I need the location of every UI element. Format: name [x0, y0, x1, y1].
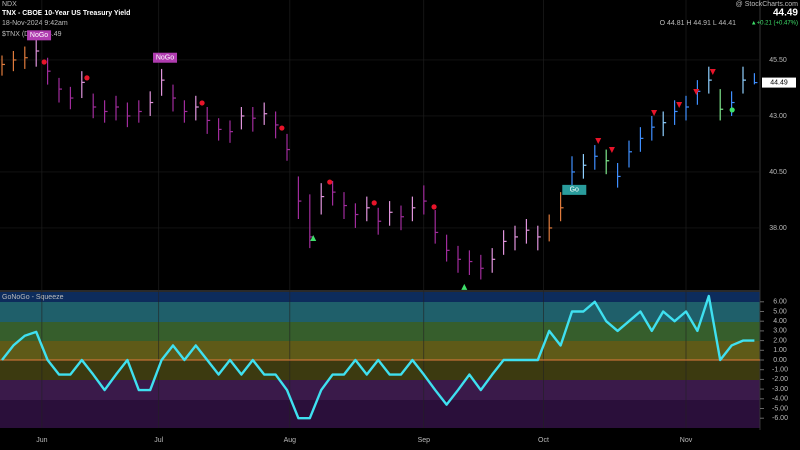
band	[0, 322, 760, 341]
annotation-box	[153, 52, 178, 63]
signal-triangle	[595, 138, 602, 145]
band	[0, 360, 760, 380]
osc-line	[1, 294, 755, 420]
signal-dot	[279, 125, 285, 131]
y-tick-label: 38.00	[769, 225, 787, 232]
y-tick-label: 3.00	[773, 328, 787, 335]
y-tick-label: -4.00	[772, 396, 788, 403]
y-tick-label: 40.50	[769, 169, 787, 176]
x-tick-label: Aug	[284, 437, 297, 444]
signal-dot	[41, 59, 47, 65]
ohl: O 44.81 H 44.91 L 44.41	[660, 20, 737, 27]
y-tick-label: 6.00	[773, 299, 787, 306]
osc-bands	[0, 292, 760, 428]
band	[0, 292, 760, 302]
annotation: NoGo	[30, 32, 48, 39]
signal-triangle	[676, 101, 683, 108]
annotation: Go	[570, 187, 579, 194]
x-tick-label: Oct	[538, 437, 549, 444]
y-tick-label: -2.00	[772, 376, 788, 383]
y-tick-label: 1.00	[773, 347, 787, 354]
annotation-box	[27, 30, 52, 41]
signal-triangle	[693, 88, 700, 95]
last-value: 44.49	[770, 79, 788, 86]
y-tick-label: 0.00	[773, 357, 787, 364]
y-tick-label: 5.00	[773, 308, 787, 315]
signal-dot	[729, 107, 735, 113]
x-tick-label: Jul	[154, 437, 163, 444]
annotation: NoGo	[156, 55, 174, 62]
band	[0, 400, 760, 428]
y-tick-label: -5.00	[772, 405, 788, 412]
change: ▲+0.21 (+0.47%)	[751, 21, 798, 27]
symbol: NDX	[2, 1, 17, 8]
signal-triangle	[310, 235, 317, 242]
y-tick-label: 45.50	[769, 57, 787, 64]
x-tick-label: Jun	[36, 437, 47, 444]
y-tick-label: 43.00	[769, 113, 787, 120]
signal-triangle	[461, 283, 468, 290]
x-tick-label: Nov	[680, 437, 693, 444]
last-value-box	[762, 77, 796, 88]
signal-dot	[199, 100, 205, 106]
y-tick-label: 4.00	[773, 318, 787, 325]
signal-dot	[84, 75, 90, 81]
y-tick-label: -6.00	[772, 415, 788, 422]
signal-triangle	[709, 69, 716, 76]
x-tick-label: Sep	[418, 437, 431, 444]
date: 18-Nov-2024 9:42am	[2, 20, 68, 27]
signal-dot	[371, 200, 377, 206]
signal-triangle	[651, 110, 658, 117]
annotation-box	[562, 184, 587, 195]
credit: @ StockCharts.com	[736, 1, 799, 8]
y-tick-label: 2.00	[773, 337, 787, 344]
last-price: 44.49	[773, 8, 798, 19]
title: TNX - CBOE 10-Year US Treasury Yield	[2, 10, 130, 17]
band	[0, 380, 760, 400]
signal-dot	[431, 204, 437, 210]
signal-dot	[327, 179, 333, 185]
y-tick-label: -1.00	[772, 367, 788, 374]
y-tick-label: -3.00	[772, 386, 788, 393]
band	[0, 341, 760, 360]
signal-triangle	[608, 147, 615, 154]
legend: GoNoGo - Squeeze	[2, 294, 64, 301]
